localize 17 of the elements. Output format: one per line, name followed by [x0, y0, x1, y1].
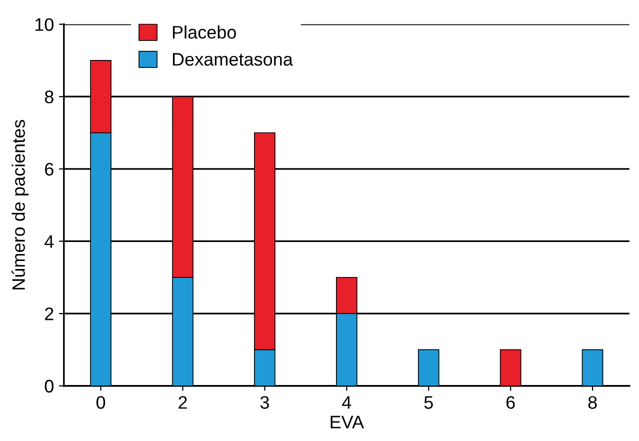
y-tick-label: 10	[35, 18, 54, 31]
legend-label: Placebo	[172, 25, 236, 39]
x-tick-label: 6	[506, 396, 515, 409]
y-tick-label: 6	[45, 162, 54, 176]
y-tick-label: 2	[45, 307, 54, 320]
y-axis-title: Número de pacientes	[12, 120, 29, 290]
x-tick-label: 2	[178, 396, 187, 409]
y-tick-label: 4	[44, 235, 54, 248]
x-tick-label: 5	[424, 396, 433, 409]
legend-label: Dexametasona	[172, 53, 293, 66]
x-tick-label: 8	[588, 396, 597, 409]
x-tick-label: 3	[260, 396, 269, 409]
x-tick-label: 0	[96, 396, 106, 409]
y-tick-label: 0	[44, 380, 54, 393]
x-axis-title: EVA	[330, 416, 364, 428]
y-tick-label: 8	[44, 90, 54, 104]
x-tick-label: 4	[342, 396, 352, 409]
